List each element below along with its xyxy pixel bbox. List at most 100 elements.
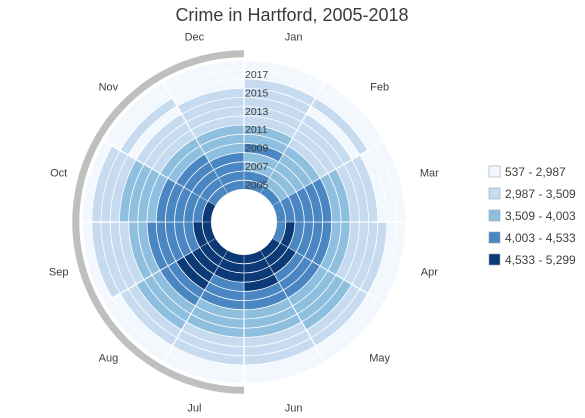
cell-aug-2014 — [136, 280, 186, 330]
cell-apr-2009 — [304, 222, 323, 261]
cell-aug-2009 — [176, 257, 209, 290]
month-label-sep: Sep — [49, 267, 69, 279]
cell-aug-2016 — [120, 289, 177, 346]
cell-sep-2017 — [92, 222, 120, 298]
cell-jan-2015 — [244, 88, 311, 114]
cell-feb-2005 — [260, 186, 280, 206]
cell-aug-2008 — [184, 252, 214, 282]
cell-jan-2016 — [244, 79, 315, 106]
cell-jul-2013 — [187, 314, 244, 337]
cell-mar-2010 — [312, 178, 332, 222]
cell-oct-2011 — [147, 174, 168, 222]
cell-sep-2016 — [101, 222, 128, 293]
cell-dec-2018 — [164, 61, 244, 90]
cell-jun-2005 — [244, 250, 265, 264]
cell-oct-2005 — [202, 201, 216, 222]
chart-title: Crime in Hartford, 2005-2018 — [175, 5, 408, 25]
year-label-2017: 2017 — [245, 69, 269, 81]
month-label-dec: Dec — [185, 32, 205, 44]
cell-feb-2015 — [307, 106, 360, 159]
cell-aug-2015 — [128, 285, 181, 338]
month-label-jul: Jul — [187, 402, 201, 414]
cell-oct-2010 — [156, 178, 176, 222]
cell-may-2017 — [316, 294, 376, 354]
cell-nov-2014 — [136, 114, 186, 164]
cell-mar-2015 — [352, 155, 378, 222]
cell-apr-2018 — [376, 222, 405, 302]
legend-label-0: 537 - 2,987 — [505, 165, 566, 179]
cell-jun-2013 — [244, 314, 301, 337]
cell-sep-2015 — [110, 222, 136, 289]
cell-apr-2013 — [336, 222, 359, 279]
cell-apr-2015 — [352, 222, 378, 289]
cell-jan-2013 — [244, 107, 301, 130]
cell-oct-2006 — [193, 196, 208, 222]
cell-nov-2015 — [128, 106, 181, 159]
cell-dec-2006 — [218, 171, 244, 186]
month-label-aug: Aug — [99, 353, 119, 365]
year-label-2005: 2005 — [245, 179, 269, 191]
cell-sep-2012 — [138, 222, 160, 275]
month-label-oct: Oct — [50, 167, 67, 179]
cell-sep-2006 — [193, 222, 208, 248]
cell-sep-2007 — [184, 222, 200, 252]
cell-dec-2008 — [209, 153, 244, 170]
cell-may-2006 — [265, 243, 288, 266]
cell-may-2018 — [320, 298, 384, 362]
cell-oct-2014 — [119, 160, 144, 222]
legend-swatch-0 — [488, 165, 501, 178]
cell-may-2010 — [283, 261, 320, 298]
cell-mar-2016 — [360, 151, 387, 222]
month-label-jan: Jan — [285, 32, 303, 44]
cell-jun-2011 — [244, 298, 292, 319]
cell-oct-2013 — [129, 165, 152, 222]
cell-jun-2008 — [244, 274, 279, 291]
year-label-2011: 2011 — [245, 124, 268, 136]
cell-mar-2018 — [376, 142, 405, 222]
cell-jul-2011 — [196, 298, 244, 319]
cell-jun-2009 — [244, 282, 283, 301]
cell-apr-2007 — [288, 222, 304, 252]
cell-nov-2006 — [200, 178, 223, 201]
cell-dec-2009 — [205, 143, 244, 162]
cell-feb-2006 — [265, 178, 288, 201]
cell-nov-2017 — [112, 90, 172, 150]
cell-jun-2007 — [244, 266, 274, 282]
legend-label-3: 4,003 - 4,533 — [505, 231, 576, 245]
cell-mar-2013 — [336, 165, 359, 222]
year-label-2007: 2007 — [245, 161, 269, 173]
cell-dec-2005 — [223, 180, 244, 194]
cell-feb-2014 — [302, 114, 352, 164]
cell-feb-2016 — [311, 98, 368, 155]
cell-sep-2018 — [83, 222, 112, 302]
cell-jan-2012 — [244, 116, 297, 138]
legend-swatch-2 — [488, 209, 501, 222]
cell-dec-2017 — [168, 70, 244, 98]
cell-aug-2006 — [200, 243, 223, 266]
cell-mar-2008 — [296, 187, 313, 222]
cell-may-2013 — [297, 275, 344, 322]
month-label-mar: Mar — [420, 167, 439, 179]
cell-mar-2011 — [320, 174, 341, 222]
cell-may-2012 — [293, 271, 336, 314]
cell-apr-2011 — [320, 222, 341, 270]
cell-oct-2018 — [83, 142, 112, 222]
year-label-2015: 2015 — [245, 87, 269, 99]
month-label-apr: Apr — [421, 267, 438, 279]
cell-jul-2014 — [182, 322, 244, 347]
cell-jun-2017 — [244, 346, 320, 374]
cell-jan-2007 — [244, 162, 274, 178]
cell-aug-2007 — [192, 247, 219, 274]
cell-jan-2014 — [244, 97, 306, 122]
cell-feb-2010 — [283, 146, 320, 183]
cell-oct-2007 — [184, 192, 200, 222]
cell-mar-2014 — [344, 160, 369, 222]
cell-oct-2012 — [138, 169, 160, 222]
cell-feb-2013 — [297, 122, 344, 169]
cell-sep-2008 — [175, 222, 192, 257]
cell-aug-2017 — [112, 294, 172, 354]
cell-oct-2008 — [175, 187, 192, 222]
cell-jul-2006 — [218, 258, 244, 273]
cell-jul-2008 — [209, 274, 244, 291]
